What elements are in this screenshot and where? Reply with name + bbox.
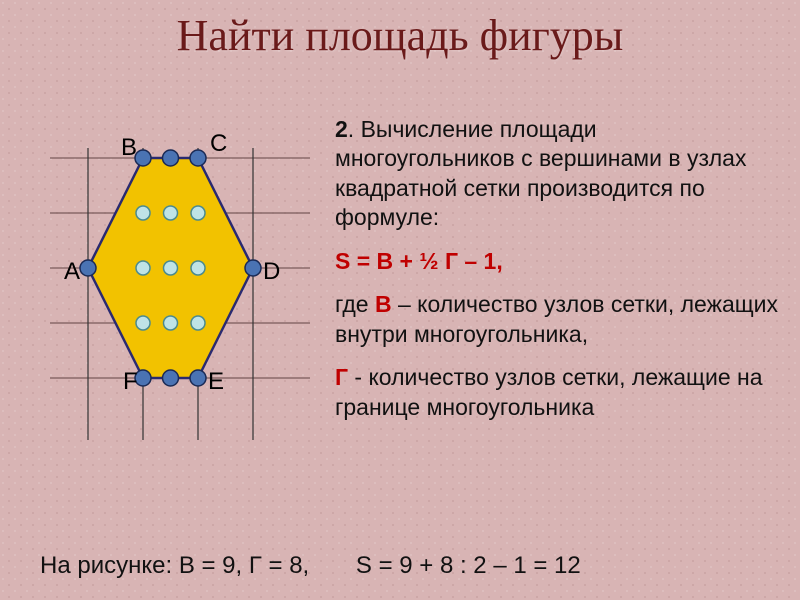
para-3-g: Г: [335, 364, 348, 390]
para-3-g-text: Г: [335, 364, 348, 390]
vertex-label-e: E: [208, 368, 224, 396]
explanation: 2. Вычисление площади многоугольников с …: [335, 115, 780, 436]
diagram: A B C D E F: [40, 130, 320, 460]
formula: S = В + ½ Г – 1,: [335, 247, 780, 276]
para-2-pre: где: [335, 291, 375, 317]
vertex-label-a: A: [64, 258, 80, 286]
bottom-line: На рисунке: В = 9, Г = 8, S = 9 + 8 : 2 …: [40, 552, 770, 580]
bottom-calc: S = 9 + 8 : 2 – 1 = 12: [356, 552, 581, 580]
para-2-v: В: [375, 291, 392, 317]
para-1-rest: . Вычисление площади многоугольников с в…: [335, 116, 746, 230]
para-2: где В – количество узлов сетки, лежащих …: [335, 290, 780, 349]
vertex-label-b: B: [121, 134, 137, 162]
para-1-num: 2: [335, 116, 348, 142]
bottom-pre: На рисунке:: [40, 552, 172, 580]
bottom-vals: В = 9, Г = 8,: [179, 552, 309, 580]
page-title: Найти площадь фигуры: [0, 10, 800, 61]
formula-text: S = В + ½ Г – 1,: [335, 248, 503, 274]
diagram-svg: [40, 130, 320, 460]
vertex-label-d: D: [263, 258, 280, 286]
para-2-post: – количество узлов сетки, лежащих внутри…: [335, 291, 778, 346]
para-1: 2. Вычисление площади многоугольников с …: [335, 115, 780, 233]
vertex-label-c: C: [210, 130, 227, 158]
para-3-post: - количество узлов сетки, лежащие на гра…: [335, 364, 763, 419]
para-3: Г - количество узлов сетки, лежащие на г…: [335, 363, 780, 422]
vertex-label-f: F: [123, 368, 138, 396]
para-2-v-text: В: [375, 291, 392, 317]
